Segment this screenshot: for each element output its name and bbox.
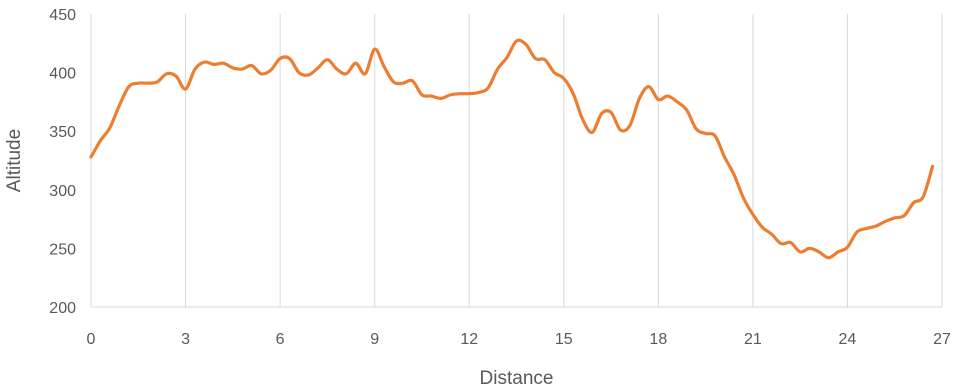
x-tick-label: 18 (649, 331, 667, 348)
x-tick-label: 21 (744, 331, 762, 348)
x-tick-label: 3 (181, 331, 190, 348)
x-tick-label: 15 (555, 331, 573, 348)
x-tick-label: 9 (370, 331, 379, 348)
y-axis-title: Altitude (4, 129, 25, 192)
series-line-0 (89, 38, 935, 260)
vertical-gridlines (90, 14, 943, 307)
y-tick-label: 350 (49, 124, 76, 141)
x-tick-label: 0 (87, 331, 96, 348)
y-tick-label: 400 (49, 66, 76, 83)
y-tick-label: 250 (49, 241, 76, 258)
y-tick-labels: 200 250 300 350 400 450 (49, 7, 76, 317)
x-tick-label: 27 (933, 331, 951, 348)
y-tick-label: 200 (49, 300, 76, 317)
y-tick-label: 450 (49, 7, 76, 24)
y-tick-label: 300 (49, 183, 76, 200)
x-tick-label: 12 (460, 331, 478, 348)
x-tick-label: 6 (276, 331, 285, 348)
series-group (89, 38, 935, 260)
x-axis-title: Distance (480, 368, 554, 389)
x-tick-labels: 0 3 6 9 12 15 18 21 24 27 (87, 331, 951, 348)
x-tick-label: 24 (839, 331, 857, 348)
